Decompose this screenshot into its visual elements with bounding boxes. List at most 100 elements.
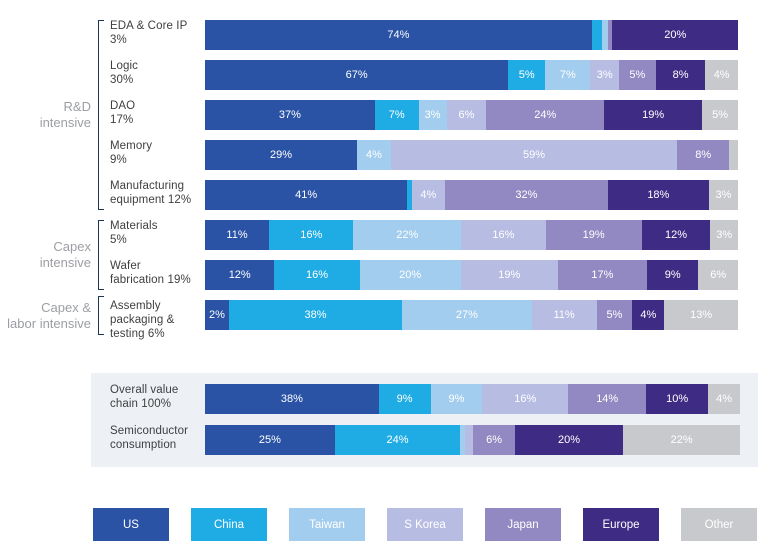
bar-segment-label: 13% — [690, 309, 713, 321]
bar-segment-label: 32% — [515, 189, 538, 201]
bar-segment-other: 6% — [698, 260, 738, 290]
row-label-line: Overall value — [110, 384, 179, 396]
bar-segment-us: 12% — [205, 260, 275, 290]
bar-segment-us: 41% — [205, 180, 408, 210]
bar-segment-us: 37% — [205, 100, 375, 130]
bar-segment-europe: 8% — [655, 60, 706, 90]
bar-segment-taiwan: 22% — [353, 220, 462, 250]
bar-segment-label: 38% — [304, 309, 327, 321]
bar-segment-label: 12% — [665, 229, 688, 241]
bar-segment-label: 20% — [664, 29, 687, 41]
bar-segment-label: 8% — [695, 149, 712, 161]
bar-segment-label: 9% — [448, 393, 465, 405]
bar-segment-japan: 19% — [545, 220, 642, 250]
row-label: DAO 17% — [110, 99, 204, 127]
bar-segment-label: 9% — [396, 393, 413, 405]
bar-segment-japan: 5% — [596, 300, 633, 330]
legend-swatch-japan: Japan — [485, 508, 561, 541]
bar-segment-china: 38% — [228, 300, 403, 330]
bar-segment-japan: 6% — [473, 425, 515, 455]
row-label-line: Manufacturing — [110, 180, 185, 192]
bar-segment-label: 16% — [300, 229, 323, 241]
bar-row: 37% 7% 3% 6% 24% 19% 5% — [205, 100, 738, 130]
bar-segment-other: 4% — [705, 60, 738, 90]
bar-segment-us: 25% — [205, 425, 335, 455]
bar-segment-label: 18% — [647, 189, 670, 201]
bar-segment-china — [407, 180, 412, 210]
bar-segment-taiwan: 9% — [430, 384, 483, 414]
bar-segment-europe: 20% — [612, 20, 738, 50]
row-label-line: packaging & — [110, 314, 175, 326]
bar-row: 41% 4% 32% 18% 3% — [205, 180, 738, 210]
bar-segment-label: 6% — [710, 269, 727, 281]
group-label-line: Capex & — [41, 300, 91, 315]
bar-segment-label: 4% — [713, 69, 730, 81]
bar-segment-japan: 32% — [445, 180, 608, 210]
row-label: Overall value chain 100% — [110, 383, 204, 411]
legend-label: US — [123, 518, 139, 531]
group-label-line: R&D — [63, 99, 91, 114]
group-label-line: intensive — [39, 255, 91, 270]
row-label: Semiconductor consumption — [110, 424, 204, 452]
bar-segment-china: 16% — [274, 260, 360, 290]
legend-label: China — [213, 518, 245, 531]
bar-segment-s-korea: 16% — [482, 384, 569, 414]
bar-segment-label: 8% — [672, 69, 689, 81]
bar-segment-japan: 5% — [618, 60, 656, 90]
legend-swatch-s-korea: S Korea — [387, 508, 463, 541]
bar-segment-china — [591, 20, 602, 50]
group-bracket — [98, 296, 104, 335]
bar-segment-label: 10% — [666, 393, 689, 405]
row-label-line: 3% — [110, 34, 127, 46]
bar-segment-label: 19% — [642, 109, 665, 121]
bar-segment-china: 9% — [378, 384, 431, 414]
row-label: Memory 9% — [110, 139, 204, 167]
bar-segment-label: 7% — [388, 109, 405, 121]
bar-segment-other — [729, 140, 739, 170]
bar-segment-europe: 12% — [641, 220, 711, 250]
bar-segment-japan: 14% — [568, 384, 647, 414]
bar-segment-other: 3% — [708, 180, 738, 210]
bar-segment-label: 2% — [208, 309, 225, 321]
legend-swatch-europe: Europe — [583, 508, 659, 541]
row-label-line: Wafer — [110, 260, 141, 272]
bar-segment-japan — [607, 20, 613, 50]
bar-segment-label: 5% — [606, 309, 623, 321]
bar-segment-label: 22% — [670, 434, 693, 446]
bar-segment-us: 11% — [205, 220, 270, 250]
row-label-line: chain 100% — [110, 398, 172, 410]
bar-segment-label: 6% — [458, 109, 475, 121]
bar-segment-s-korea: 59% — [390, 140, 678, 170]
bar-segment-other: 13% — [664, 300, 738, 330]
group-label: Capex & labor intensive — [0, 300, 91, 332]
group-label: Capex intensive — [0, 239, 91, 271]
bar-segment-taiwan — [601, 20, 608, 50]
bar-segment-us: 2% — [205, 300, 229, 330]
bar-segment-label: 4% — [365, 149, 382, 161]
bar-segment-taiwan: 20% — [359, 260, 461, 290]
group-label-line: intensive — [39, 115, 91, 130]
bar-row: 74% 20% — [205, 20, 738, 50]
bar-segment-label: 24% — [534, 109, 557, 121]
bar-segment-japan: 8% — [677, 140, 730, 170]
bar-segment-s-korea — [464, 425, 474, 455]
bar-segment-label: 3% — [715, 189, 732, 201]
legend-label: Europe — [602, 518, 640, 531]
bar-segment-china: 7% — [374, 100, 419, 130]
legend-label: S Korea — [404, 518, 446, 531]
bar-segment-europe: 20% — [514, 425, 624, 455]
bar-segment-label: 27% — [455, 309, 478, 321]
bar-row: 38% 9% 9% 16% 14% 10% 4% — [205, 384, 740, 414]
bar-segment-label: 12% — [228, 269, 251, 281]
bar-segment-label: 19% — [498, 269, 521, 281]
bar-row: 11% 16% 22% 16% 19% 12% 3% — [205, 220, 738, 250]
row-label-line: Materials — [110, 220, 158, 232]
bar-segment-label: 14% — [596, 393, 619, 405]
bar-row: 67% 5% 7% 3% 5% 8% 4% — [205, 60, 738, 90]
legend-swatch-other: Other — [681, 508, 757, 541]
bar-segment-label: 5% — [629, 69, 646, 81]
row-label-line: 30% — [110, 74, 134, 86]
bar-segment-label: 67% — [345, 69, 368, 81]
bar-segment-label: 4% — [716, 393, 732, 405]
